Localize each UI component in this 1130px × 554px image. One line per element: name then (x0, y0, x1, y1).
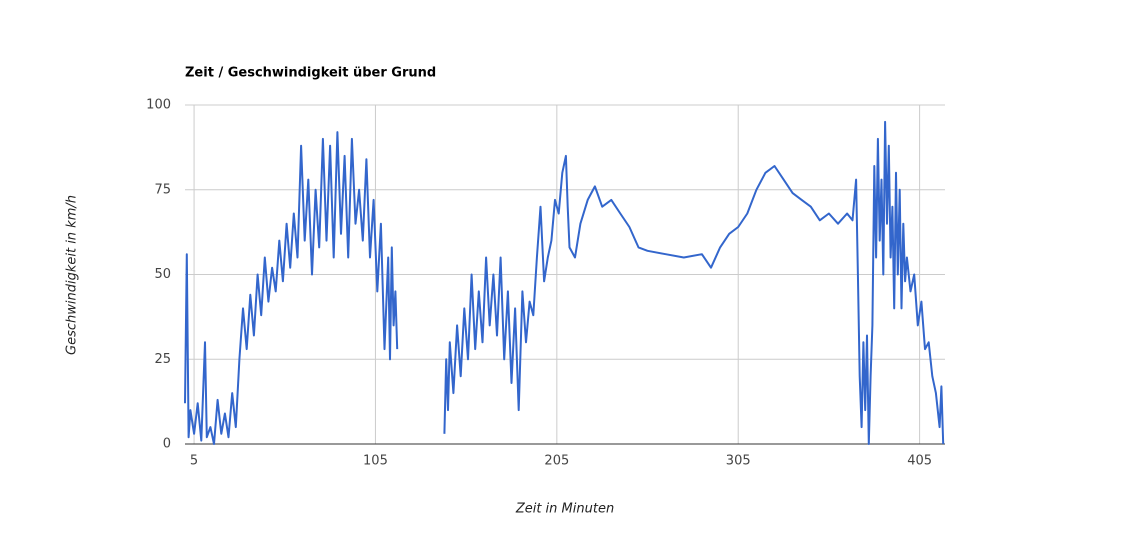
y-axis-title: Geschwindigkeit in km/h (65, 195, 80, 355)
data-line (184, 120, 945, 445)
x-tick-label: 405 (907, 454, 932, 469)
y-tick-label: 25 (154, 352, 171, 367)
x-tick-label: 5 (190, 454, 198, 469)
x-tick-label: 105 (363, 454, 388, 469)
x-axis-title: Zeit in Minuten (515, 502, 614, 517)
x-tick-label: 205 (544, 454, 569, 469)
y-tick-label: 75 (154, 182, 171, 197)
y-tick-label: 0 (163, 437, 171, 452)
y-tick-label: 50 (154, 267, 171, 282)
y-tick-label: 100 (146, 98, 171, 113)
chart-title: Zeit / Geschwindigkeit über Grund (185, 66, 436, 81)
x-tick-label: 305 (726, 454, 751, 469)
